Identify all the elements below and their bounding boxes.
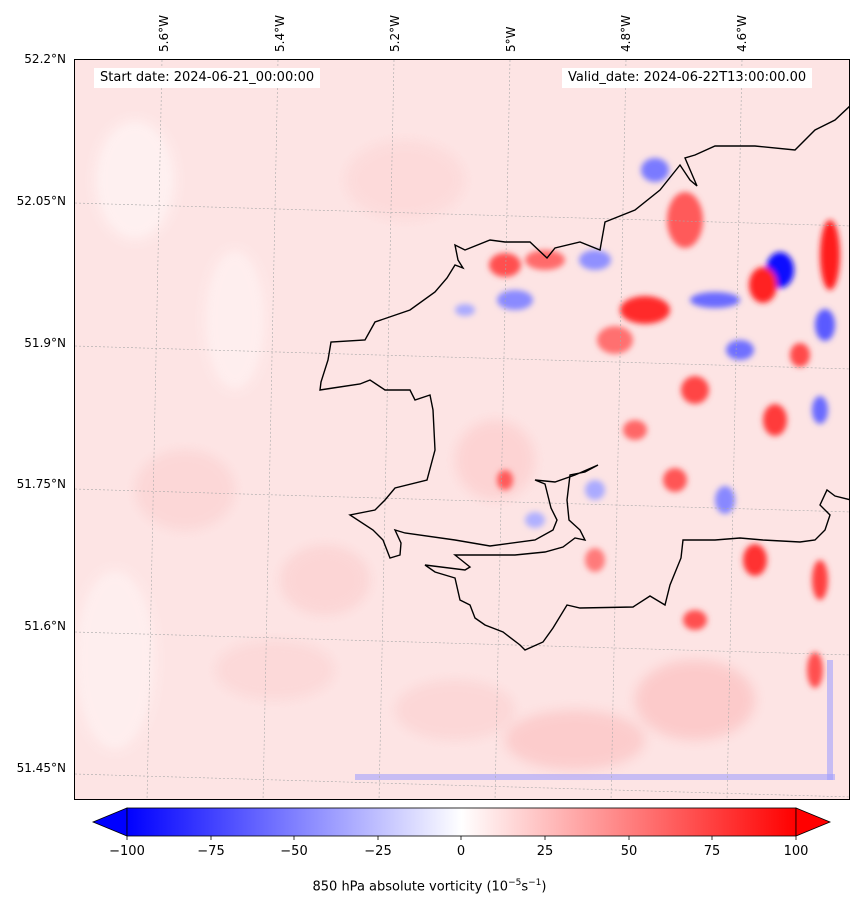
- vorticity-map: [74, 59, 850, 800]
- map-canvas: [75, 60, 849, 799]
- border-stripe-bottom: [355, 774, 835, 780]
- border-stripe-right: [827, 660, 833, 780]
- lat-label-52.2n: 52.2°N: [24, 52, 66, 66]
- colorbar-extend-right: [795, 807, 832, 837]
- colorbar-tick-neg100: −100: [109, 844, 145, 859]
- colorbar-tick-75: 75: [703, 844, 721, 859]
- colorbar-extend-left: [91, 807, 128, 837]
- gridlines: [75, 60, 849, 799]
- colorbar-ticks: [126, 836, 797, 840]
- lon-label-5.2w: 5.2°W: [388, 15, 402, 52]
- lat-label-51.75n: 51.75°N: [16, 477, 66, 491]
- lat-label-52.05n: 52.05°N: [16, 194, 66, 208]
- lon-label-5w: 5°W: [504, 26, 518, 53]
- colorbar-title-suffix: ): [541, 879, 547, 895]
- field-texture: [75, 120, 755, 770]
- colorbar-tick-neg50: −50: [280, 844, 308, 859]
- lon-label-4.6w: 4.6°W: [735, 15, 749, 52]
- colorbar-tick-25: 25: [536, 844, 554, 859]
- colorbar-title-prefix: 850 hPa absolute vorticity (10: [312, 879, 509, 895]
- colorbar-tick-neg75: −75: [197, 844, 225, 859]
- colorbar-title-exp1: −5: [508, 878, 522, 888]
- colorbar-body: [126, 807, 797, 837]
- lon-label-4.8w: 4.8°W: [619, 15, 633, 52]
- lat-label-51.45n: 51.45°N: [16, 761, 66, 775]
- colorbar-tick-100: 100: [783, 844, 809, 859]
- lon-label-5.4w: 5.4°W: [273, 15, 287, 52]
- start-date: Start date: 2024-06-21_00:00:00: [94, 68, 321, 88]
- colorbar-title-mid: s: [521, 879, 529, 895]
- colorbar-tick-0: 0: [456, 844, 466, 859]
- colorbar-title: 850 hPa absolute vorticity (10−5s−1): [0, 878, 859, 894]
- colorbar: [91, 807, 832, 840]
- valid-date: Valid_date: 2024-06-22T13:00:00.00: [562, 68, 813, 88]
- colorbar-tick-50: 50: [620, 844, 638, 859]
- lat-label-51.6n: 51.6°N: [24, 619, 66, 633]
- lon-label-5.6w: 5.6°W: [157, 15, 171, 52]
- lat-label-51.9n: 51.9°N: [24, 336, 66, 350]
- field-active: [455, 158, 840, 688]
- coastline: [319, 105, 849, 651]
- colorbar-tick-neg25: −25: [364, 844, 392, 859]
- colorbar-title-exp2: −1: [528, 878, 542, 888]
